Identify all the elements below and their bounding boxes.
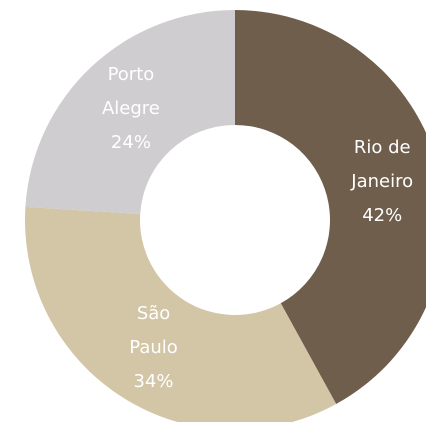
donut-slice: [235, 10, 426, 405]
donut-slice: [25, 10, 236, 215]
slice-label: Rio de Janeiro 42%: [351, 131, 413, 233]
value-label: 24%: [110, 132, 151, 154]
category-label: São Paulo: [129, 303, 178, 359]
category-label: Rio de Janeiro: [351, 137, 414, 193]
donut-slice: [25, 206, 337, 422]
category-label: Porto Alegre: [101, 64, 160, 120]
slice-label: São Paulo 34%: [129, 297, 178, 399]
value-label: 34%: [133, 371, 174, 393]
slice-label: Porto Alegre 24%: [102, 58, 160, 160]
value-label: 42%: [362, 205, 403, 227]
